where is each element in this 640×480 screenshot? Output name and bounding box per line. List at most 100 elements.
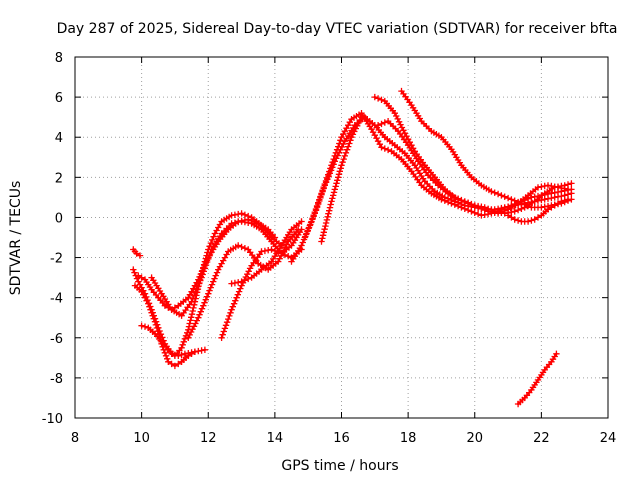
data-point <box>546 208 550 211</box>
data-point <box>530 388 533 392</box>
data-point <box>143 278 147 281</box>
data-point <box>260 224 263 227</box>
data-point <box>343 140 346 143</box>
data-point <box>500 194 503 197</box>
data-point <box>553 196 556 199</box>
data-point <box>450 148 453 151</box>
data-point <box>197 316 200 319</box>
data-point <box>147 302 150 305</box>
data-point <box>550 360 553 363</box>
data-point <box>230 214 233 217</box>
data-point <box>340 136 343 139</box>
data-point <box>153 320 157 323</box>
data-point <box>533 218 536 221</box>
data-point <box>290 244 293 247</box>
y-tick-label: -8 <box>50 372 63 387</box>
data-point <box>466 202 470 205</box>
data-point <box>167 360 170 363</box>
x-tick-label: 18 <box>400 431 417 446</box>
data-point <box>220 220 223 223</box>
data-point <box>323 184 326 187</box>
data-point <box>227 250 230 253</box>
data-point <box>133 284 137 287</box>
data-point <box>536 378 540 382</box>
data-point <box>300 220 303 223</box>
data-point <box>566 188 570 191</box>
data-point <box>360 112 363 115</box>
data-point <box>555 352 558 355</box>
data-point <box>560 200 563 203</box>
data-point <box>163 304 167 307</box>
data-point <box>180 314 183 317</box>
data-point <box>546 184 550 187</box>
data-point <box>173 364 177 368</box>
data-point <box>510 198 513 201</box>
x-tick-label: 16 <box>333 431 350 446</box>
data-point <box>270 236 273 239</box>
data-point <box>520 202 523 205</box>
x-tick-label: 12 <box>200 431 217 446</box>
data-point <box>213 232 217 235</box>
data-point <box>330 200 333 203</box>
data-point <box>480 214 483 217</box>
series-track-12 <box>318 114 365 245</box>
data-point <box>277 260 280 263</box>
data-point <box>160 340 163 343</box>
data-point <box>506 208 510 211</box>
data-point <box>173 354 177 357</box>
data-point <box>383 136 386 139</box>
data-point <box>137 274 140 277</box>
data-point <box>287 240 290 243</box>
data-point <box>513 210 516 213</box>
data-point <box>470 176 473 179</box>
data-point <box>506 214 510 217</box>
y-tick-label: -6 <box>50 332 63 347</box>
data-point <box>260 268 263 271</box>
data-point <box>530 196 533 199</box>
data-point <box>313 212 316 215</box>
data-point <box>550 192 553 195</box>
data-point <box>543 368 546 372</box>
data-point <box>230 222 233 225</box>
data-point <box>250 222 253 225</box>
y-axis-label: SDTVAR / TECUs <box>8 181 24 296</box>
data-point <box>300 244 303 247</box>
data-point <box>486 210 490 213</box>
series-track-15 <box>398 87 575 211</box>
data-point <box>470 210 473 213</box>
data-point <box>360 116 363 119</box>
data-point <box>476 206 480 209</box>
data-point <box>137 280 140 283</box>
data-point <box>220 336 223 339</box>
x-tick-label: 20 <box>466 431 483 446</box>
data-point <box>386 120 390 123</box>
series-line <box>151 220 302 317</box>
data-point <box>380 146 383 149</box>
data-point <box>150 276 153 279</box>
data-point <box>540 206 543 209</box>
y-tick-label: -10 <box>42 412 63 427</box>
data-point <box>140 290 143 293</box>
data-point <box>526 220 530 223</box>
data-point <box>423 180 426 183</box>
data-point <box>563 194 566 197</box>
series-markers <box>514 350 560 408</box>
x-tick-label: 22 <box>533 431 550 446</box>
data-point <box>132 248 135 251</box>
data-point <box>280 244 283 247</box>
data-point <box>520 220 523 223</box>
data-point <box>167 348 170 351</box>
data-point <box>436 184 440 187</box>
data-point <box>556 186 560 189</box>
data-point <box>420 184 423 187</box>
data-point <box>187 336 190 339</box>
data-point <box>350 136 353 139</box>
data-point <box>433 176 436 179</box>
data-point <box>536 186 540 189</box>
data-point <box>443 196 446 199</box>
data-point <box>270 248 273 251</box>
data-point <box>530 206 533 209</box>
data-point <box>240 220 243 223</box>
series-track-17 <box>514 350 560 408</box>
data-point <box>260 250 263 253</box>
